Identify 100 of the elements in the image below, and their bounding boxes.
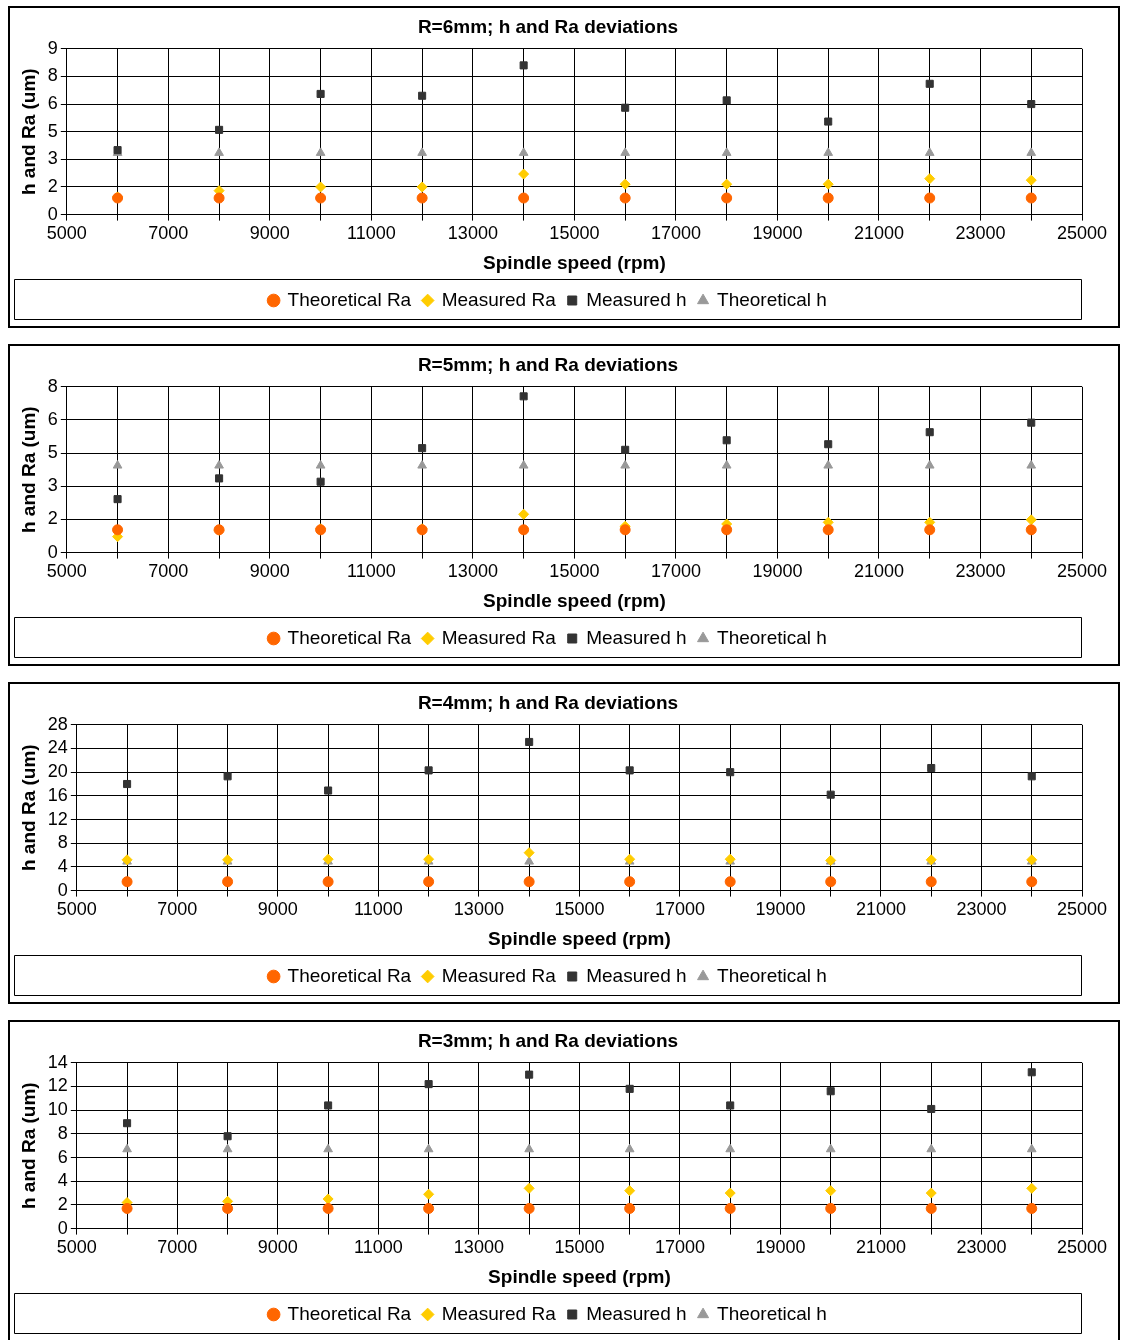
chart-title: R=5mm; h and Ra deviations [417,353,679,375]
x-tick-label: 11000 [347,561,396,582]
y-tick-label: 6 [47,408,58,429]
legend-label: Measured Ra [441,1302,557,1324]
legend-label: Theoretical h [717,288,827,310]
legend-label: Measured Ra [441,964,557,986]
x-tick-label: 15000 [554,1237,605,1258]
x-tick-label: 17000 [654,1237,705,1258]
x-tick-label: 5000 [46,561,87,582]
y-tick-label: 24 [47,737,68,758]
legend-label: Theoretical h [717,964,827,986]
y-tick-label: 20 [47,761,68,782]
x-tick-label: 5000 [56,1237,97,1258]
x-tick-label: 9000 [249,223,290,244]
x-tick-label: 11000 [354,1237,403,1258]
legend-label: Theoretical h [717,626,827,648]
x-tick-label: 15000 [554,899,605,920]
legend-label: Theoretical Ra [287,964,412,986]
y-tick-label: 3 [47,475,58,496]
y-tick-label: 0 [47,541,58,562]
chart-title: R=4mm; h and Ra deviations [417,691,679,713]
y-tick-label: 8 [47,375,58,396]
chart-title: R=3mm; h and Ra deviations [417,1029,679,1051]
y-tick-label: 8 [57,1122,68,1143]
x-tick-label: 13000 [453,899,504,920]
y-tick-label: 9 [47,37,58,58]
x-tick-label: 5000 [56,899,97,920]
y-tick-label: 2 [47,175,58,196]
x-tick-label: 19000 [755,899,806,920]
y-axis-title: h and Ra (um) [17,1082,39,1210]
x-tick-label: 19000 [752,561,803,582]
x-tick-label: 23000 [956,1237,1007,1258]
legend-label: Theoretical Ra [287,1302,412,1324]
x-tick-label: 5000 [46,223,87,244]
y-tick-label: 6 [47,93,58,114]
legend-label: Measured h [586,626,687,648]
x-tick-label: 17000 [650,223,701,244]
y-tick-label: 6 [57,1146,68,1167]
x-tick-label: 9000 [249,561,290,582]
x-tick-label: 15000 [549,223,600,244]
x-tick-label: 15000 [549,561,600,582]
legend-label: Theoretical Ra [287,626,412,648]
legend-label: Theoretical h [717,1302,827,1324]
y-tick-label: 2 [47,508,58,529]
y-tick-label: 12 [47,808,68,829]
x-tick-label: 23000 [956,899,1007,920]
x-tick-label: 7000 [157,1237,198,1258]
y-tick-label: 8 [57,832,68,853]
y-tick-label: 0 [57,1217,68,1238]
x-tick-label: 19000 [755,1237,806,1258]
x-tick-label: 7000 [148,561,189,582]
x-tick-label: 11000 [347,223,396,244]
y-tick-label: 5 [47,442,58,463]
legend-label: Measured Ra [441,626,557,648]
y-axis-title: h and Ra (um) [17,744,39,872]
x-axis-title: Spindle speed (rpm) [483,251,666,273]
y-tick-label: 0 [47,203,58,224]
x-tick-label: 7000 [148,223,189,244]
legend-label: Measured h [586,288,687,310]
x-tick-label: 13000 [447,561,498,582]
legend-label: Theoretical Ra [287,288,412,310]
x-axis-title: Spindle speed (rpm) [488,927,671,949]
y-tick-label: 3 [47,148,58,169]
legend-label: Measured h [586,964,687,986]
y-tick-label: 12 [47,1075,68,1096]
y-tick-label: 10 [47,1099,68,1120]
x-tick-label: 17000 [650,561,701,582]
x-tick-label: 21000 [855,899,906,920]
x-tick-label: 13000 [447,223,498,244]
y-tick-label: 28 [47,713,68,734]
x-tick-label: 25000 [1056,561,1108,582]
x-tick-label: 19000 [752,223,803,244]
y-tick-label: 5 [47,120,58,141]
x-axis-title: Spindle speed (rpm) [488,1265,671,1287]
x-tick-label: 11000 [354,899,403,920]
y-tick-label: 4 [57,1170,68,1191]
legend-label: Measured h [586,1302,687,1324]
x-tick-label: 25000 [1056,1237,1108,1258]
x-tick-label: 17000 [654,899,705,920]
x-tick-label: 23000 [955,561,1006,582]
x-tick-label: 9000 [257,1237,298,1258]
y-tick-label: 16 [47,784,68,805]
legend-label: Measured Ra [441,288,557,310]
x-axis-title: Spindle speed (rpm) [483,589,666,611]
x-tick-label: 21000 [853,561,904,582]
x-tick-label: 21000 [855,1237,906,1258]
y-tick-label: 4 [57,855,68,876]
x-tick-label: 7000 [157,899,198,920]
x-tick-label: 9000 [257,899,298,920]
x-tick-label: 21000 [853,223,904,244]
x-tick-label: 23000 [955,223,1006,244]
y-tick-label: 14 [47,1051,68,1072]
x-tick-label: 25000 [1056,223,1108,244]
x-tick-label: 25000 [1056,899,1108,920]
y-tick-label: 2 [57,1193,68,1214]
y-axis-title: h and Ra (um) [17,68,39,196]
y-tick-label: 0 [57,879,68,900]
y-tick-label: 8 [47,65,58,86]
chart-title: R=6mm; h and Ra deviations [417,15,679,37]
x-tick-label: 13000 [453,1237,504,1258]
